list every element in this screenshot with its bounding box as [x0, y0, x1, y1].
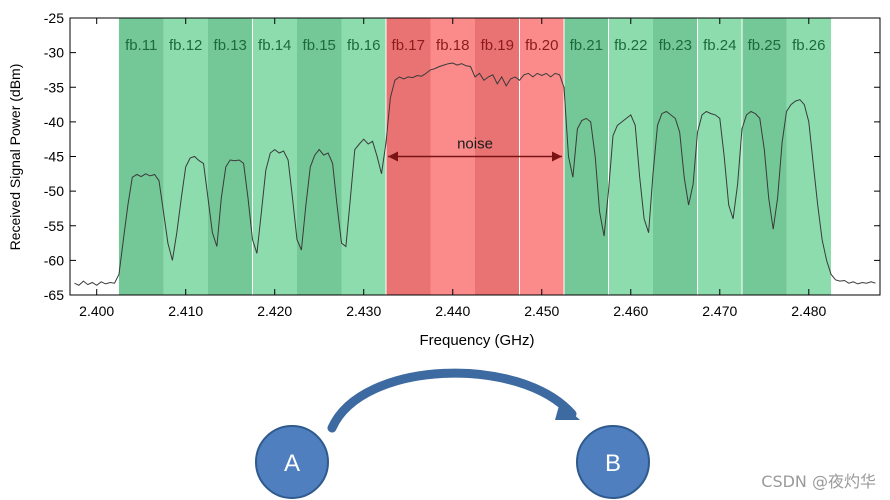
y-tick-label: -45 — [44, 149, 64, 165]
band-fb26 — [786, 18, 832, 295]
y-axis-ticks: -65 -60 -55 -50 -45 -40 -35 -30 -25 — [44, 10, 880, 303]
band-fb15 — [296, 18, 342, 295]
band-label-fb21: fb.21 — [570, 37, 603, 54]
band-label-fb12: fb.12 — [169, 37, 202, 54]
signal-trace-line — [74, 62, 876, 286]
y-tick-label: -35 — [44, 79, 64, 95]
x-tick-label: 2.410 — [168, 303, 203, 319]
x-tick-label: 2.480 — [791, 303, 826, 319]
band-label-fb22: fb.22 — [614, 37, 647, 54]
band-fb11 — [118, 18, 164, 295]
band-fb25 — [742, 18, 787, 295]
band-label-fb14: fb.14 — [258, 37, 291, 54]
y-axis-label: Received Signal Power (dBm) — [7, 64, 23, 251]
band-label-fb11: fb.11 — [125, 37, 157, 54]
band-label-fb23: fb.23 — [659, 37, 692, 54]
y-tick-label: -65 — [44, 287, 64, 303]
x-axis-ticks: 2.400 2.410 2.420 2.430 2.440 2.450 2.460 2.470… — [79, 18, 827, 319]
noise-annotation: noise — [387, 136, 563, 162]
band-fb16 — [341, 18, 386, 295]
band-fb24 — [697, 18, 743, 295]
curved-arrow — [327, 368, 577, 433]
y-tick-label: -55 — [44, 218, 64, 234]
band-label-fb17: fb.17 — [392, 37, 425, 54]
y-tick-label: -40 — [44, 114, 64, 130]
band-label-fb19: fb.19 — [481, 37, 514, 54]
band-fb12 — [163, 18, 208, 295]
band-label-fb25: fb.25 — [748, 37, 781, 54]
x-tick-label: 2.430 — [346, 303, 381, 319]
band-fb14 — [252, 18, 297, 295]
x-tick-label: 2.450 — [524, 303, 559, 319]
y-tick-label: -25 — [44, 10, 64, 26]
x-axis-label: Frequency (GHz) — [419, 332, 534, 349]
y-tick-label: -30 — [44, 45, 64, 61]
y-tick-label: -60 — [44, 252, 64, 268]
x-tick-label: 2.460 — [613, 303, 648, 319]
curved-arrow-head — [555, 402, 580, 420]
band-fb22 — [608, 18, 654, 295]
y-tick-label: -50 — [44, 183, 64, 199]
band-label-fb24: fb.24 — [703, 37, 736, 54]
band-fb21 — [564, 18, 609, 295]
noise-arrow-left — [387, 151, 398, 162]
watermark: CSDN @夜灼华 — [761, 472, 876, 491]
noise-arrow-right — [552, 151, 563, 162]
x-tick-label: 2.420 — [257, 303, 292, 319]
x-tick-label: 2.440 — [435, 303, 470, 319]
node-a-label: A — [284, 450, 300, 477]
band-label-fb26: fb.26 — [792, 37, 825, 54]
band-label-fb16: fb.16 — [347, 37, 380, 54]
band-fb13 — [207, 18, 253, 295]
band-label-fb13: fb.13 — [214, 37, 247, 54]
noise-label: noise — [457, 136, 493, 153]
node-b-label: B — [605, 450, 621, 477]
band-label-fb15: fb.15 — [303, 37, 336, 54]
band-fb23 — [653, 18, 698, 295]
band-label-fb18: fb.18 — [436, 37, 469, 54]
node-a: A — [255, 425, 329, 499]
band-label-fb20: fb.20 — [525, 37, 558, 54]
x-tick-label: 2.400 — [79, 303, 114, 319]
node-b: B — [576, 425, 650, 499]
x-tick-label: 2.470 — [702, 303, 737, 319]
